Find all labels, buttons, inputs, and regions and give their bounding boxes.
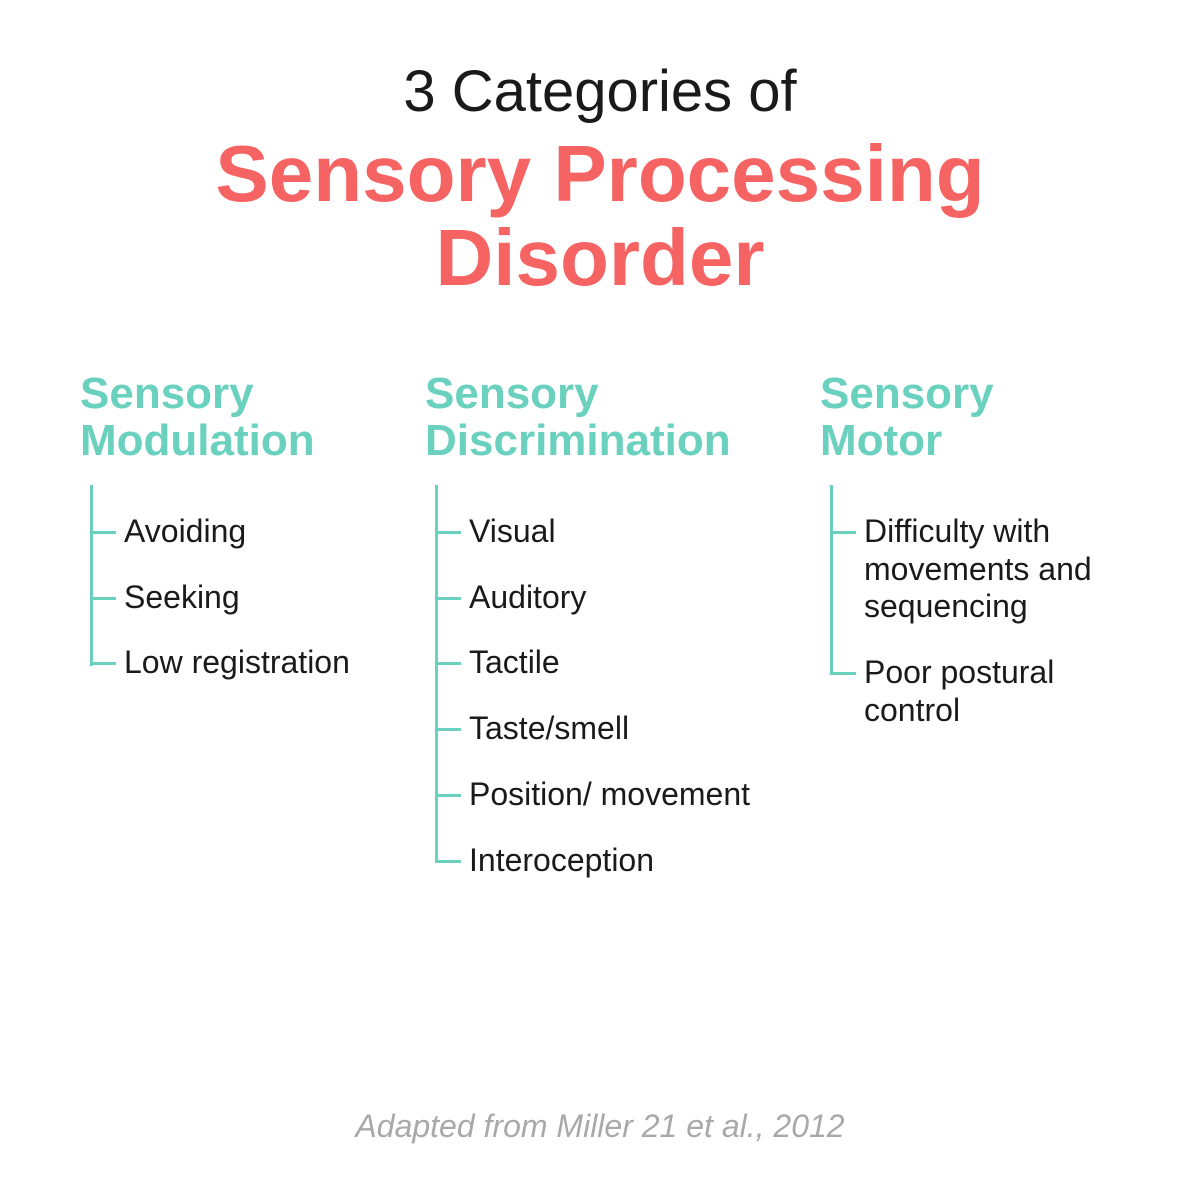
tree-item: Interoception [469,842,785,880]
category-motor: Sensory Motor Difficulty with movements … [820,370,1120,880]
category-tree: Visual Auditory Tactile Taste/smell Posi… [425,485,785,880]
category-tree: Difficulty with movements and sequencing… [820,485,1120,730]
category-modulation: Sensory Modulation Avoiding Seeking Low … [80,370,390,880]
category-heading: Sensory Discrimination [425,370,785,465]
tree-item: Position/ movement [469,776,785,814]
citation: Adapted from Miller 21 et al., 2012 [0,1108,1200,1145]
title-block: 3 Categories of Sensory Processing Disor… [60,60,1140,300]
tree-item: Visual [469,513,785,551]
title-pre: 3 Categories of [60,60,1140,124]
tree-vertical-line [830,485,833,675]
tree-vertical-line [90,485,93,666]
tree-item: Difficulty with movements and sequencing [864,513,1120,626]
tree-item: Avoiding [124,513,390,551]
tree-item: Taste/smell [469,710,785,748]
tree-vertical-line [435,485,438,863]
category-heading: Sensory Modulation [80,370,390,465]
categories-row: Sensory Modulation Avoiding Seeking Low … [60,370,1140,880]
tree-item: Low registration [124,644,390,682]
category-tree: Avoiding Seeking Low registration [80,485,390,682]
category-discrimination: Sensory Discrimination Visual Auditory T… [425,370,785,880]
category-heading: Sensory Motor [820,370,1120,465]
tree-item: Tactile [469,644,785,682]
tree-item: Poor postural control [864,654,1120,730]
title-main: Sensory Processing Disorder [60,132,1140,300]
tree-item: Seeking [124,579,390,617]
tree-item: Auditory [469,579,785,617]
